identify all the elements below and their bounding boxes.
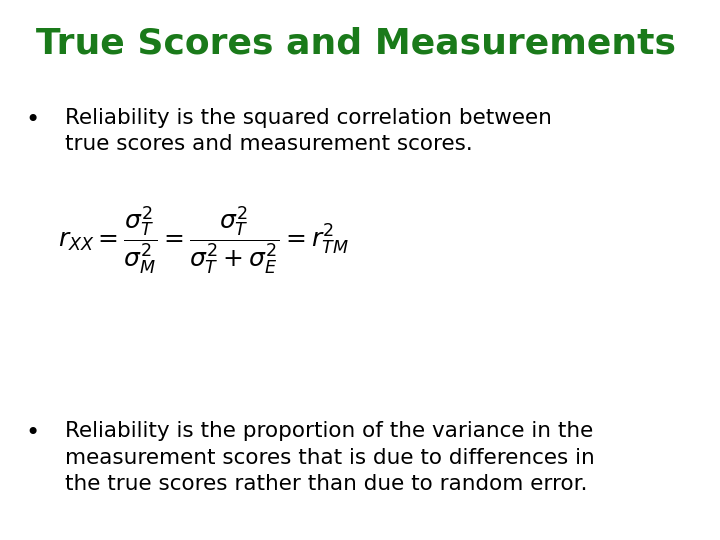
Text: $r_{XX} = \dfrac{\sigma_T^2}{\sigma_M^2} = \dfrac{\sigma_T^2}{\sigma_T^2 + \sigm: $r_{XX} = \dfrac{\sigma_T^2}{\sigma_M^2}…: [58, 205, 348, 276]
Text: Reliability is the squared correlation between
true scores and measurement score: Reliability is the squared correlation b…: [65, 108, 552, 154]
Text: •: •: [25, 108, 40, 132]
Text: •: •: [25, 421, 40, 445]
Text: True Scores and Measurements: True Scores and Measurements: [36, 27, 676, 61]
Text: Reliability is the proportion of the variance in the
measurement scores that is : Reliability is the proportion of the var…: [65, 421, 595, 494]
